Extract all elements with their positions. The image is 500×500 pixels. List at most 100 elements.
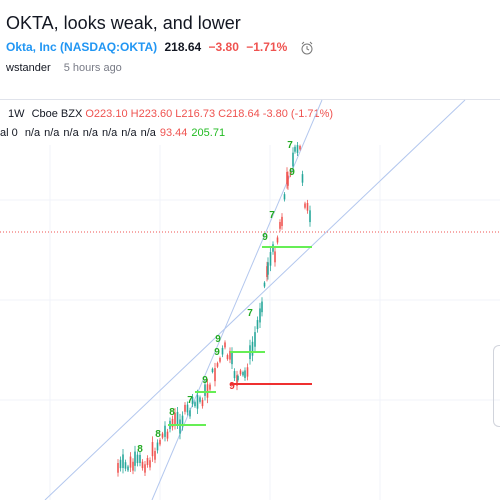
indicator-value: 205.71	[191, 127, 226, 139]
bar-change: -3.80 (-1.71%)	[262, 108, 334, 120]
candle-body	[184, 404, 186, 412]
candle-body	[191, 396, 194, 405]
high: H223.60	[130, 108, 173, 120]
candle-body	[144, 464, 146, 473]
candle-body	[141, 461, 144, 469]
candle-body	[214, 368, 216, 382]
candle-body	[134, 451, 136, 466]
price: 218.64	[164, 40, 202, 55]
candle-body	[272, 244, 274, 252]
grid	[0, 145, 500, 500]
candle-body	[267, 262, 269, 275]
candle-body	[296, 145, 299, 153]
candle-body	[127, 466, 129, 471]
candle-body	[281, 216, 283, 227]
candle-body	[276, 237, 279, 243]
candle-body	[306, 202, 309, 211]
candle-body	[304, 203, 306, 208]
candle-body	[117, 463, 119, 473]
candle-body	[233, 371, 236, 379]
symbol-name[interactable]: Okta, Inc	[6, 40, 57, 55]
td-label: 7	[269, 210, 275, 221]
candle-body	[239, 370, 242, 375]
candle-body	[229, 350, 231, 360]
candle-body	[287, 175, 289, 186]
candle-body	[242, 372, 244, 376]
candle-body	[139, 454, 141, 463]
candle-body	[266, 266, 268, 278]
candle-body	[159, 439, 161, 445]
candle-body	[226, 355, 229, 360]
candle-body	[231, 352, 233, 365]
candle-body	[156, 442, 159, 451]
indicator-value: n/a	[63, 127, 79, 139]
td-label: 9	[214, 347, 220, 358]
candle-body	[186, 404, 189, 413]
interval: 1W	[8, 108, 25, 120]
candle-body	[136, 454, 139, 464]
candle-body	[209, 384, 211, 390]
indicator-value: n/a	[24, 127, 41, 139]
symbol-code[interactable]: (NASDAQ:OKTA)	[60, 40, 158, 55]
candle-body	[224, 342, 226, 348]
trend-line[interactable]	[44, 99, 466, 500]
candle-body	[166, 431, 169, 439]
exchange: Cboe BZX	[31, 108, 83, 120]
indicator-value: n/a	[121, 127, 137, 139]
candle-body	[263, 282, 266, 287]
td-label: 8	[169, 407, 175, 418]
candles	[117, 141, 311, 477]
td-label: 7	[247, 308, 253, 319]
candle-body	[299, 145, 301, 150]
candle-body	[206, 384, 209, 398]
candle-body	[246, 367, 249, 377]
td-label: 9	[262, 232, 268, 243]
candle-body	[279, 221, 281, 229]
candle-body	[171, 418, 174, 428]
td-label: 9	[229, 381, 235, 392]
candle-body	[122, 454, 124, 468]
candle-body	[283, 194, 286, 200]
separator	[0, 99, 500, 100]
candle-body	[124, 462, 127, 469]
levels	[168, 246, 312, 426]
candle-body	[286, 171, 288, 184]
candle-body	[251, 341, 254, 356]
ohlc-row: 1W Cboe BZX O223.10 H223.60 L216.73 C218…	[8, 108, 333, 120]
low: L216.73	[175, 108, 216, 120]
candle-body	[254, 332, 256, 347]
candle-body	[211, 368, 214, 373]
indicator-row: al 0 n/a n/a n/a n/a n/a n/a n/a 93.44 205.71	[0, 127, 225, 139]
indicator-value: n/a	[82, 127, 98, 139]
author[interactable]: wstander	[6, 62, 51, 74]
candle-body	[119, 459, 122, 469]
candle-body	[189, 410, 191, 417]
open: O223.10	[85, 108, 128, 120]
candle-body	[301, 174, 304, 183]
indicator-value: n/a	[44, 127, 60, 139]
td-label: 8	[155, 429, 161, 440]
candle-body	[244, 370, 246, 378]
change-pct: −1.71%	[246, 40, 288, 55]
scroll-handle[interactable]	[493, 345, 500, 427]
candle-body	[256, 320, 259, 330]
candle-body	[179, 419, 181, 434]
symbol-row: Okta, Inc (NASDAQ:OKTA) 218.64 −3.80 −1.…	[6, 40, 315, 56]
time: 5 hours ago	[63, 62, 122, 74]
candle-body	[196, 395, 199, 409]
candle-body	[161, 433, 164, 438]
candle-body	[269, 252, 272, 266]
candle-body	[219, 357, 221, 362]
candle-body	[259, 308, 261, 323]
candle-body	[261, 301, 263, 313]
candle-body	[164, 425, 166, 437]
td-label: 9	[202, 375, 208, 386]
candle-body	[199, 397, 201, 402]
idea-title: OKTA, looks weak, and lower	[6, 13, 241, 33]
candle-body	[292, 152, 294, 167]
clock-icon[interactable]	[299, 40, 315, 56]
change: −3.80	[208, 40, 239, 55]
candle-body	[151, 442, 154, 457]
td-label: 9	[215, 334, 221, 345]
